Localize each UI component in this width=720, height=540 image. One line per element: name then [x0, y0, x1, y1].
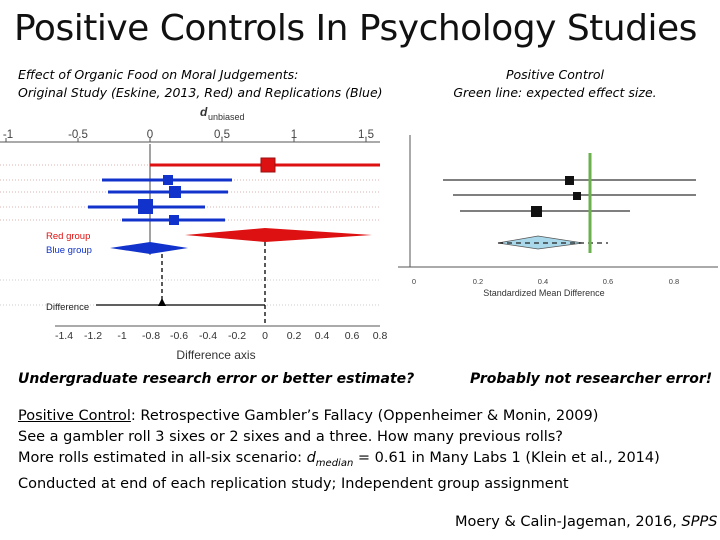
- bottom-tick-label: 0.2: [287, 330, 302, 342]
- red-diamond: [185, 228, 372, 242]
- legend-red-group: Red group: [46, 231, 90, 242]
- left-question: Undergraduate research error or better e…: [18, 371, 415, 387]
- body-text: Positive Control: Retrospective Gambler’…: [18, 406, 708, 495]
- right-forest-plot: 0 0.2 0.4 0.6 0.8 Standardized Mean Diff…: [398, 135, 718, 298]
- plot-title-d: d: [200, 105, 208, 119]
- top-tick-label: 1: [291, 129, 297, 141]
- right-tick-label: 0.6: [603, 277, 613, 286]
- top-tick-label: -1: [3, 129, 13, 141]
- plot-title-subscript: unbiased: [208, 112, 245, 122]
- right-caption-line1: Positive Control: [505, 67, 605, 82]
- citation-authors: Moery & Calin-Jageman, 2016,: [455, 514, 682, 530]
- citation: Moery & Calin-Jageman, 2016, SPPS: [455, 514, 717, 530]
- blue-point-2: [169, 186, 181, 198]
- blue-point-4: [169, 215, 179, 225]
- bottom-tick-label: 0.6: [345, 330, 360, 342]
- red-point: [260, 157, 276, 173]
- d-symbol: d: [306, 450, 316, 466]
- bottom-tick-label: -1.4: [55, 330, 73, 342]
- body-line-1-rest: : Retrospective Gambler’s Fallacy (Oppen…: [130, 408, 599, 424]
- slide-title: Positive Controls In Psychology Studies: [14, 8, 697, 49]
- difference-axis-label: Difference axis: [176, 348, 255, 362]
- blue-point-3: [138, 199, 153, 214]
- difference-label: Difference: [46, 302, 89, 313]
- body-line-1: Positive Control: Retrospective Gambler’…: [18, 406, 708, 427]
- right-point-3: [531, 206, 542, 217]
- bottom-tick-label: -0.6: [170, 330, 188, 342]
- legend-blue-group: Blue group: [46, 245, 92, 256]
- blue-point-1: [163, 175, 173, 185]
- d-subscript: median: [315, 457, 354, 469]
- right-axis-label: Standardized Mean Difference: [483, 288, 604, 298]
- body-line-4: Conducted at end of each replication stu…: [18, 475, 569, 492]
- body-line-3-pre: More rolls estimated in all-six scenario…: [18, 450, 307, 466]
- top-tick-label: 0.5: [214, 129, 230, 141]
- right-point-1: [565, 176, 574, 185]
- right-point-2: [573, 192, 581, 200]
- right-tick-label: 0: [412, 277, 416, 286]
- body-line-3-post: = 0.61 in Many Labs 1 (Klein et al., 201…: [353, 450, 660, 466]
- bottom-tick-label: -0.4: [199, 330, 217, 342]
- bottom-tick-label: 0.4: [315, 330, 330, 342]
- right-question: Probably not researcher error!: [470, 371, 713, 387]
- bottom-tick-label: 0.8: [373, 330, 388, 342]
- difference-point: [158, 298, 166, 306]
- bottom-tick-label: 0: [262, 330, 268, 342]
- bottom-tick-label: -1: [117, 330, 126, 342]
- right-tick-label: 0.4: [538, 277, 548, 286]
- right-plot-caption: Positive Control Green line: expected ef…: [440, 66, 670, 102]
- left-forest-plot: d unbiased -1 -0.5 0 0.5 1 1.5: [0, 105, 388, 362]
- left-plot-caption: Effect of Organic Food on Moral Judgemen…: [18, 66, 408, 102]
- bottom-tick-label: -0.2: [228, 330, 246, 342]
- left-caption-line2: Original Study (Eskine, 2013, Red) and R…: [18, 85, 383, 100]
- top-tick-label: 1.5: [358, 129, 374, 141]
- blue-diamond: [110, 242, 188, 254]
- bottom-tick-label: -1.2: [84, 330, 102, 342]
- top-tick-label: -0.5: [68, 129, 88, 141]
- top-tick-label: 0: [147, 129, 153, 141]
- right-tick-label: 0.2: [473, 277, 483, 286]
- body-line-2: See a gambler roll 3 sixes or 2 sixes an…: [18, 429, 564, 445]
- citation-journal: SPPS: [681, 514, 718, 530]
- positive-control-label: Positive Control: [18, 408, 131, 424]
- right-tick-label: 0.8: [669, 277, 679, 286]
- body-line-3: More rolls estimated in all-six scenario…: [18, 448, 708, 474]
- right-caption-line2: Green line: expected effect size.: [453, 85, 657, 100]
- bottom-tick-label: -0.8: [142, 330, 160, 342]
- top-ticks: [5, 138, 367, 142]
- left-caption-line1: Effect of Organic Food on Moral Judgemen…: [18, 67, 299, 82]
